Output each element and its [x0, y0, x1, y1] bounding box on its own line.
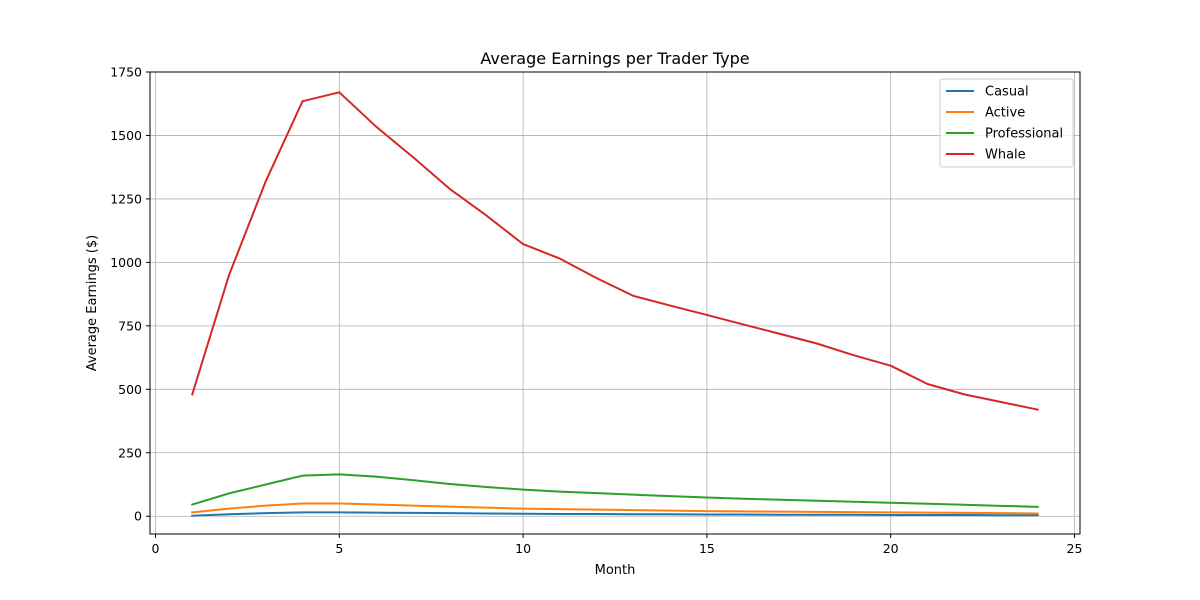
y-tick-label: 750 [118, 318, 142, 333]
legend-label-casual: Casual [985, 85, 1029, 100]
plot-frame [149, 71, 1081, 535]
y-axis-label: Average Earnings ($) [85, 235, 100, 371]
legend-label-whale: Whale [985, 148, 1026, 163]
x-tick-label: 15 [699, 541, 715, 556]
y-tick-label: 1750 [110, 65, 142, 80]
y-tick-label: 0 [134, 509, 142, 524]
chart-title: Average Earnings per Trader Type [480, 49, 749, 68]
x-axis-ticks: 0 5 10 15 20 25 [152, 534, 1083, 556]
legend: Casual Active Professional Whale [939, 78, 1074, 168]
x-tick-label: 10 [515, 541, 531, 556]
x-tick-label: 25 [1067, 541, 1083, 556]
y-tick-label: 1250 [110, 191, 142, 206]
y-axis-ticks: 0 250 500 750 1000 1250 1500 1750 [110, 65, 150, 524]
y-tick-label: 250 [118, 445, 142, 460]
legend-label-active: Active [985, 106, 1025, 121]
y-tick-label: 1000 [110, 255, 142, 270]
legend-box [939, 78, 1074, 168]
series-line-casual [191, 511, 1039, 517]
series-line-active [191, 502, 1039, 515]
y-tick-label: 1500 [110, 128, 142, 143]
legend-label-professional: Professional [985, 127, 1063, 142]
x-tick-label: 0 [152, 541, 160, 556]
series-line-professional [191, 473, 1039, 508]
y-tick-label: 500 [118, 382, 142, 397]
series-line-whale [191, 91, 1039, 411]
x-axis-label: Month [595, 563, 636, 578]
x-tick-label: 20 [883, 541, 899, 556]
series-lines [191, 91, 1039, 517]
x-tick-label: 5 [335, 541, 343, 556]
